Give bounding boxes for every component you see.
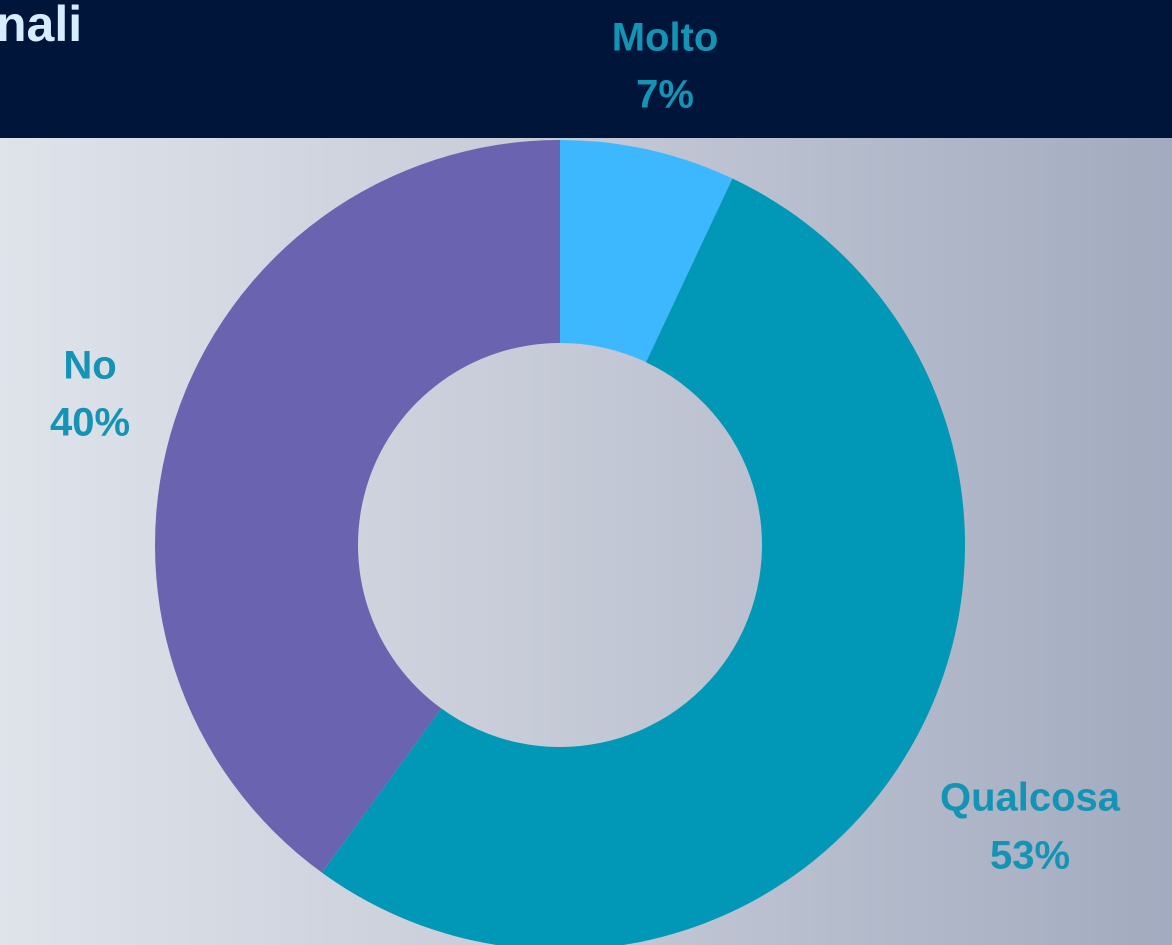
donut-slice (155, 140, 560, 873)
slice-category-label: Qualcosa (940, 776, 1121, 820)
slice-category-label: Molto (612, 16, 719, 60)
donut-slice (560, 140, 733, 363)
slice-value-label: 53% (990, 834, 1070, 878)
header-band (0, 0, 1172, 138)
donut-slice (321, 178, 965, 945)
slice-value-label: 40% (50, 401, 130, 445)
donut-chart: Molto 7% Qualcosa 53% No 40% (50, 16, 1121, 945)
slide-title: nali (0, 0, 82, 52)
slice-category-label: No (63, 344, 116, 388)
slice-value-label: 7% (636, 73, 694, 117)
